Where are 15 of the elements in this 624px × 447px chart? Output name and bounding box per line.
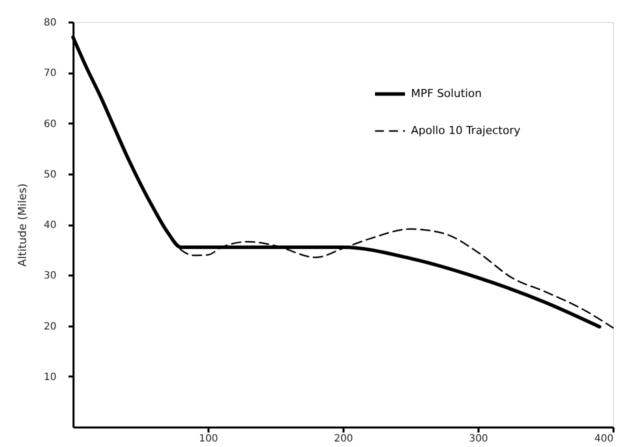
y-tick-label: 60	[44, 118, 56, 130]
y-tick-label: 20	[44, 321, 56, 332]
y-tick-label: 50	[44, 169, 56, 180]
x-tick-label: 200	[334, 434, 354, 444]
y-tick-label: 10	[44, 372, 56, 383]
y-tick-label: 30	[44, 270, 56, 282]
legend-label: MPF Solution	[411, 87, 482, 100]
y-axis-title: Altitude (Miles)	[16, 183, 29, 267]
x-tick-label: 400	[594, 434, 614, 444]
legend-label: Apollo 10 Trajectory	[411, 124, 521, 137]
x-tick-label: 300	[468, 434, 488, 444]
x-tick-label: 100	[198, 434, 218, 444]
y-tick-label: 70	[44, 68, 56, 80]
y-tick-label: 80	[44, 18, 56, 28]
y-tick-label: 40	[44, 220, 56, 231]
